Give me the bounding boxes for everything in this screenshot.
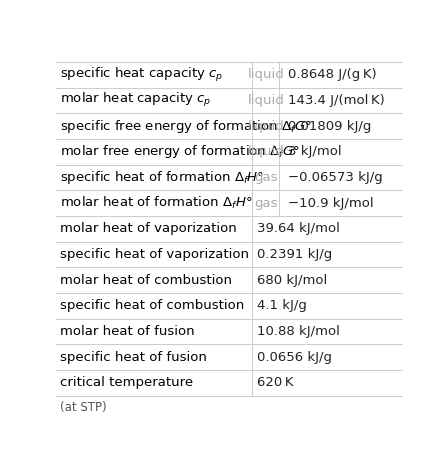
Text: liquid: liquid [248,145,284,158]
Text: 0.01809 kJ/g: 0.01809 kJ/g [288,120,371,133]
Text: gas: gas [254,196,278,210]
Text: molar heat of combustion: molar heat of combustion [60,274,232,287]
Text: (at STP): (at STP) [60,401,107,414]
Text: specific heat of fusion: specific heat of fusion [60,350,207,364]
Text: 10.88 kJ/mol: 10.88 kJ/mol [257,325,340,338]
Text: 39.64 kJ/mol: 39.64 kJ/mol [257,222,340,236]
Text: 4.1 kJ/g: 4.1 kJ/g [257,299,307,312]
Text: gas: gas [254,171,278,184]
Text: molar free energy of formation $\Delta_f G°$: molar free energy of formation $\Delta_f… [60,143,300,160]
Text: 0.8648 J/(g K): 0.8648 J/(g K) [288,68,377,81]
Text: liquid: liquid [248,94,284,107]
Text: −10.9 kJ/mol: −10.9 kJ/mol [288,196,374,210]
Text: liquid: liquid [248,68,284,81]
Text: 0.2391 kJ/g: 0.2391 kJ/g [257,248,332,261]
Text: 0.0656 kJ/g: 0.0656 kJ/g [257,350,332,364]
Text: 3 kJ/mol: 3 kJ/mol [288,145,341,158]
Text: critical temperature: critical temperature [60,376,193,390]
Text: 620 K: 620 K [257,376,294,390]
Text: molar heat capacity $c_p$: molar heat capacity $c_p$ [60,91,211,109]
Text: −0.06573 kJ/g: −0.06573 kJ/g [288,171,383,184]
Text: liquid: liquid [248,120,284,133]
Text: specific heat capacity $c_p$: specific heat capacity $c_p$ [60,66,224,84]
Text: 680 kJ/mol: 680 kJ/mol [257,274,327,287]
Text: molar heat of vaporization: molar heat of vaporization [60,222,237,236]
Text: molar heat of formation $\Delta_f H°$: molar heat of formation $\Delta_f H°$ [60,195,253,211]
Text: specific free energy of formation $\Delta_f G°$: specific free energy of formation $\Delt… [60,118,312,135]
Text: molar heat of fusion: molar heat of fusion [60,325,195,338]
Text: 143.4 J/(mol K): 143.4 J/(mol K) [288,94,385,107]
Text: specific heat of formation $\Delta_f H°$: specific heat of formation $\Delta_f H°$ [60,169,264,186]
Text: specific heat of vaporization: specific heat of vaporization [60,248,249,261]
Text: specific heat of combustion: specific heat of combustion [60,299,245,312]
